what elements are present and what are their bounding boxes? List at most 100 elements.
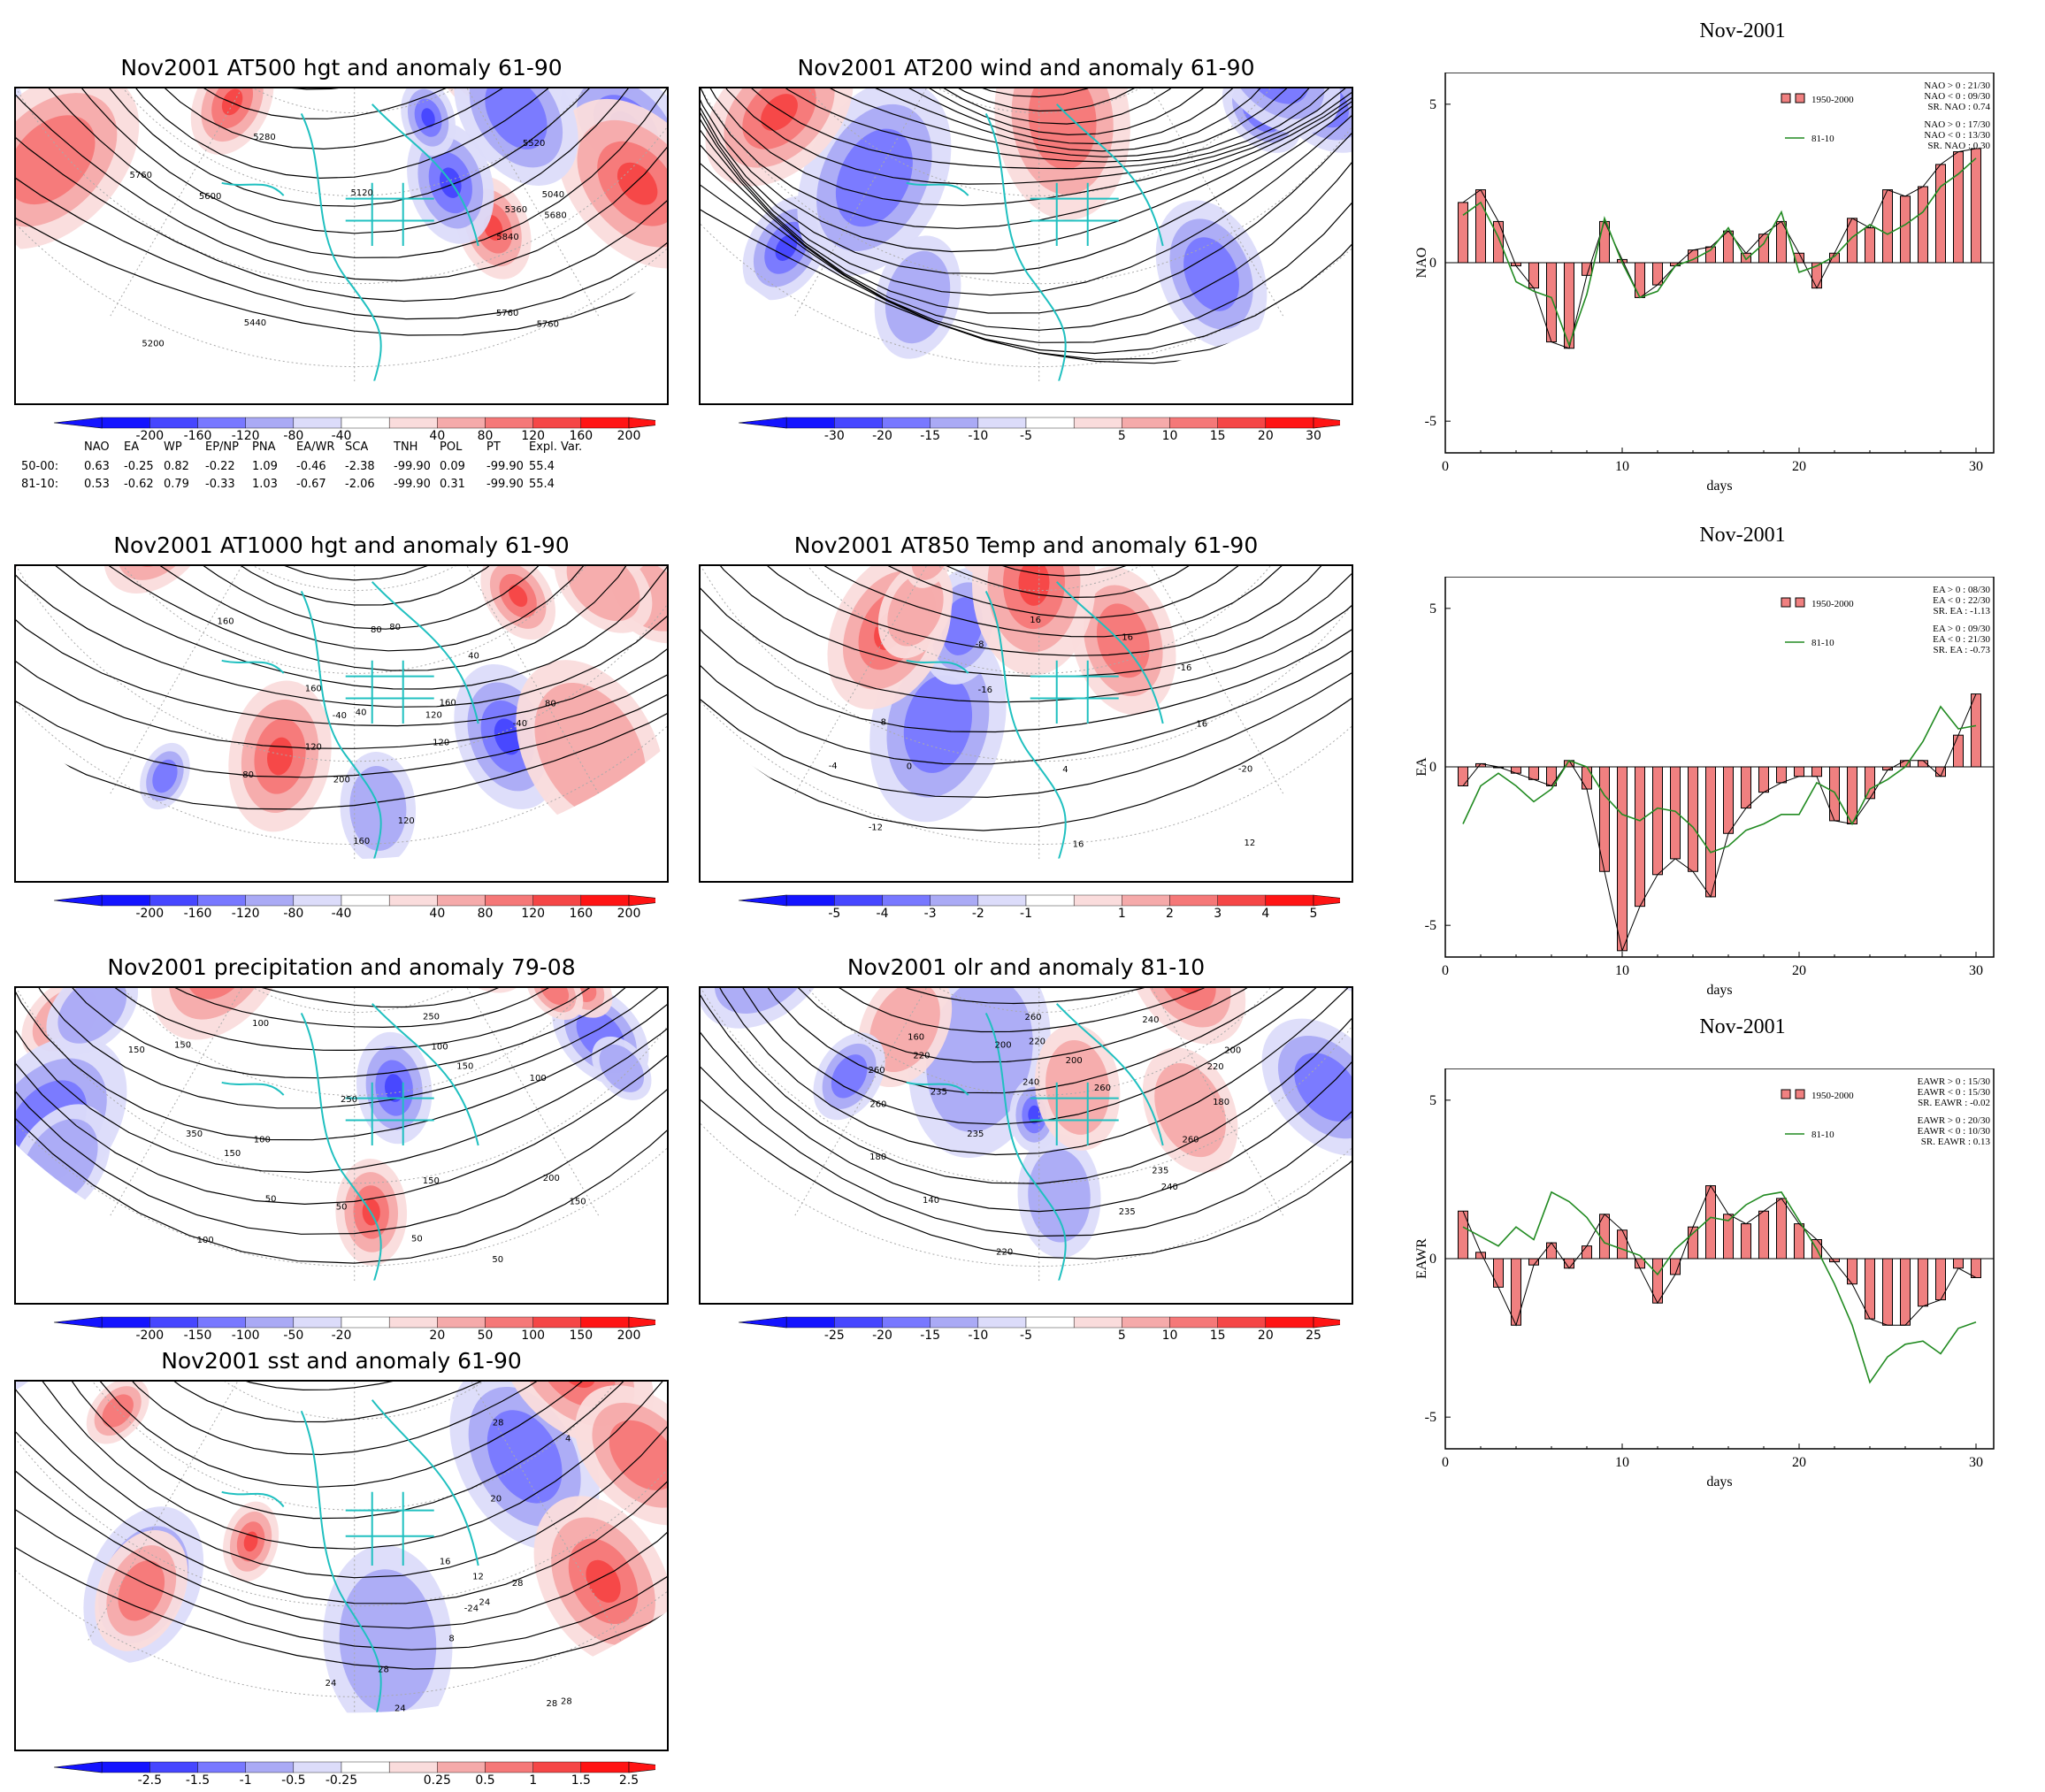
colorbar-segment xyxy=(1122,895,1169,906)
y-tick-label: 0 xyxy=(1429,256,1436,271)
bar xyxy=(1883,1259,1893,1325)
contour-label: 16 xyxy=(1122,633,1133,643)
contour-label: 240 xyxy=(1142,1015,1159,1025)
y-axis-label: NAO xyxy=(1415,248,1429,279)
legend-label: 1950-2000 xyxy=(1811,95,1854,105)
bar xyxy=(1795,767,1804,777)
colorbar-segment xyxy=(246,1762,294,1773)
chart-title: Nov-2001 xyxy=(1442,1015,2043,1039)
bar xyxy=(1759,767,1769,793)
contour-label: -24 xyxy=(464,1604,479,1613)
index-cell-value: 55.4 xyxy=(529,460,555,473)
legend-swatch-bar xyxy=(1796,1090,1804,1099)
contour-label: 150 xyxy=(456,1061,473,1071)
legend-stat: NAO < 0 : 09/30 xyxy=(1924,91,1990,102)
legend-swatch-bar xyxy=(1796,598,1804,607)
colorbar-tick-label: -20 xyxy=(332,1329,352,1343)
contour-label: 260 xyxy=(869,1099,886,1109)
contour-label: 260 xyxy=(1024,1013,1041,1022)
legend-stat: EAWR > 0 : 15/30 xyxy=(1918,1076,1991,1087)
contour-label: 220 xyxy=(1029,1038,1045,1047)
contour-label: 160 xyxy=(305,684,322,693)
colorbar-segment xyxy=(389,1317,437,1328)
legend-stat: SR. EA : -1.13 xyxy=(1934,606,1991,616)
contour-label: 20 xyxy=(490,1494,502,1504)
colorbar-tick-label: -15 xyxy=(920,429,940,443)
polar-map xyxy=(701,88,1352,403)
colorbar-segment xyxy=(389,1762,437,1773)
bar xyxy=(1919,1259,1928,1306)
contour-label: 5200 xyxy=(142,340,164,349)
contour-label: -12 xyxy=(869,823,883,832)
colorbar-segment xyxy=(834,1317,882,1328)
colorbar-tick-label: 100 xyxy=(521,1329,545,1343)
contour-label: 12 xyxy=(1244,839,1255,848)
x-tick-label: 20 xyxy=(1792,459,1806,474)
anomaly-shade xyxy=(16,566,42,663)
bar xyxy=(1459,767,1468,786)
colorbar-tick-label: -2 xyxy=(972,907,984,921)
colorbar-tick-label: 1 xyxy=(1118,907,1126,921)
contour-label: 8 xyxy=(448,1635,454,1644)
colorbar-tick-label: 40 xyxy=(429,907,445,921)
colorbar-segment xyxy=(149,417,197,428)
index-column-header: WP xyxy=(164,440,182,454)
index-cell-value: -2.38 xyxy=(345,460,375,473)
index-cell-value: 0.53 xyxy=(84,478,110,491)
legend-stat: EAWR < 0 : 10/30 xyxy=(1918,1126,1991,1137)
contour-label: 160 xyxy=(353,837,370,846)
index-cell-value: -99.90 xyxy=(486,478,524,491)
anomaly-shade xyxy=(16,1382,72,1421)
contour-label: 160 xyxy=(440,699,456,708)
contour-label: 28 xyxy=(547,1699,558,1709)
contour-label: 5120 xyxy=(350,188,372,198)
colorbar-segment xyxy=(1074,895,1122,906)
bar xyxy=(1919,187,1928,263)
legend-stat: SR. NAO : 0.74 xyxy=(1927,102,1990,112)
colorbar-segment xyxy=(834,895,882,906)
legend-stat: NAO > 0 : 17/30 xyxy=(1924,119,1990,130)
bar xyxy=(1618,1230,1628,1259)
colorbar-segment xyxy=(533,1762,581,1773)
contour-label: 120 xyxy=(398,816,415,826)
colorbar-segment xyxy=(533,417,581,428)
map-title: Nov2001 AT1000 hgt and anomaly 61-90 xyxy=(14,532,669,558)
meridian-line xyxy=(16,1382,355,1446)
contour-label: 50 xyxy=(411,1234,423,1244)
x-tick-label: 0 xyxy=(1442,963,1449,978)
contour-label: 100 xyxy=(197,1236,214,1245)
colorbar-scale xyxy=(739,417,1340,429)
colorbar-tick-label: -120 xyxy=(232,907,260,921)
contour-label: 28 xyxy=(512,1579,524,1589)
contour-label: 100 xyxy=(432,1042,448,1052)
index-cell-value: -99.90 xyxy=(486,460,524,473)
contour-label: 150 xyxy=(423,1176,440,1186)
contour-label: 260 xyxy=(1094,1084,1111,1093)
contour-label: 350 xyxy=(186,1130,203,1139)
legend-stat: SR. NAO : 0.30 xyxy=(1927,141,1990,151)
contour-label: 180 xyxy=(869,1153,886,1162)
colorbar-scale xyxy=(54,1316,655,1329)
index-column-header: PT xyxy=(486,440,501,454)
colorbar-tick-label: 150 xyxy=(569,1329,593,1343)
colorbar-tick-label: -10 xyxy=(968,429,988,443)
contour-label: 16 xyxy=(440,1557,451,1566)
contour-label: 5520 xyxy=(523,139,545,149)
colorbar-segment xyxy=(1218,417,1266,428)
contour-label: 28 xyxy=(561,1697,572,1707)
contour-label: 150 xyxy=(128,1045,145,1055)
index-row-label: 81-10: xyxy=(21,478,58,491)
colorbar-scale xyxy=(54,894,655,907)
colorbar-tick-label: -160 xyxy=(184,907,212,921)
bar xyxy=(1494,1259,1504,1287)
colorbar-segment xyxy=(1026,417,1074,428)
colorbar-scale xyxy=(739,1316,1340,1329)
colorbar-segment xyxy=(149,1317,197,1328)
colorbar-segment xyxy=(246,417,294,428)
contour-label: 235 xyxy=(1152,1166,1168,1176)
colorbar-segment xyxy=(834,417,882,428)
colorbar-segment xyxy=(437,1762,485,1773)
